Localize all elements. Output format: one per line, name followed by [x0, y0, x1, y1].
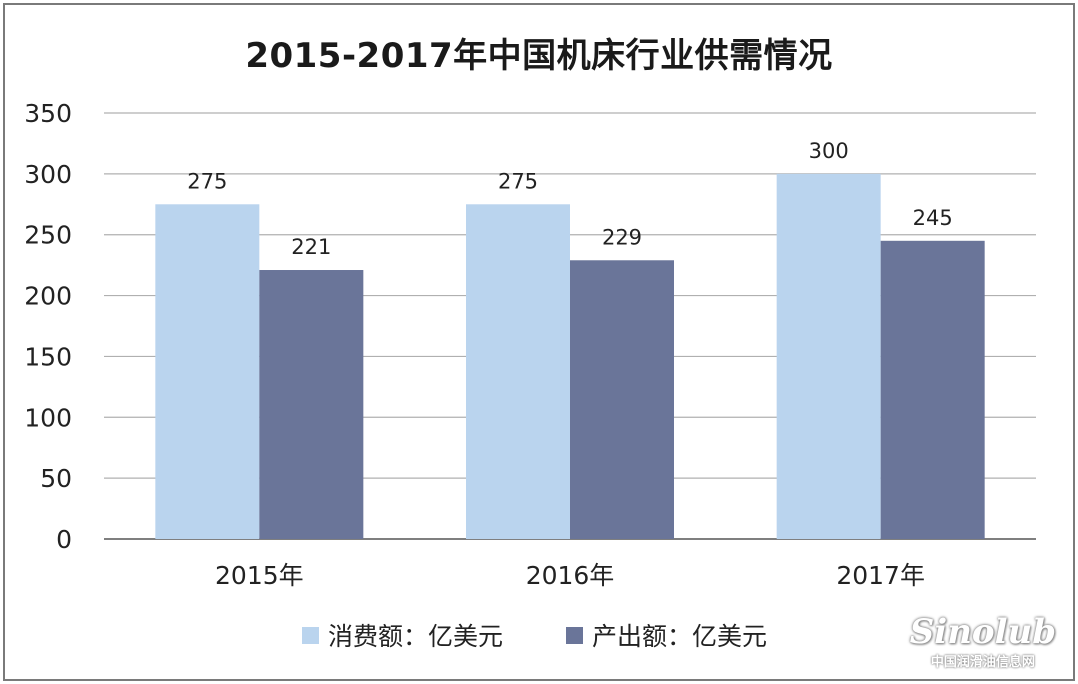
x-tick-label: 2015年	[215, 561, 304, 590]
legend-swatch	[566, 627, 583, 644]
y-tick-label: 0	[56, 525, 72, 554]
data-label: 221	[291, 235, 331, 259]
bar-output-1	[570, 260, 674, 539]
bar-consumption-1	[466, 204, 570, 540]
legend-label: 产出额：亿美元	[592, 622, 767, 651]
legend-label: 消费额：亿美元	[328, 622, 503, 651]
bars	[155, 173, 985, 540]
data-label: 275	[187, 169, 227, 193]
y-tick-label: 50	[40, 464, 72, 493]
watermark-logo: Sinolub	[909, 612, 1056, 652]
x-tick-label: 2016年	[526, 561, 615, 590]
y-tick-label: 300	[24, 160, 72, 189]
data-label: 275	[498, 169, 538, 193]
watermark: Sinolub 中国润滑油信息网	[910, 615, 1056, 670]
chart-title: 2015-2017年中国机床行业供需情况	[245, 36, 833, 76]
bar-output-0	[259, 270, 364, 539]
y-tick-label: 250	[24, 221, 72, 250]
data-label: 245	[913, 206, 953, 230]
bar-output-2	[880, 240, 985, 540]
y-axis: 0 50 100 150 200 250 300 350	[24, 99, 72, 554]
x-axis: 2015年 2016年 2017年	[215, 561, 925, 590]
watermark-subtitle: 中国润滑油信息网	[930, 655, 1035, 670]
y-tick-label: 150	[24, 342, 72, 371]
data-labels: 275 221 275 229 300 245	[187, 139, 952, 259]
data-label: 229	[602, 225, 642, 249]
bar-consumption-0	[155, 204, 260, 540]
legend-swatch	[302, 627, 319, 644]
bar-consumption-2	[776, 173, 881, 539]
y-tick-label: 100	[24, 403, 72, 432]
y-tick-label: 200	[24, 282, 72, 311]
data-label: 300	[809, 139, 849, 163]
x-tick-label: 2017年	[836, 561, 925, 590]
legend: 消费额：亿美元 产出额：亿美元	[302, 622, 767, 651]
y-tick-label: 350	[24, 99, 72, 128]
